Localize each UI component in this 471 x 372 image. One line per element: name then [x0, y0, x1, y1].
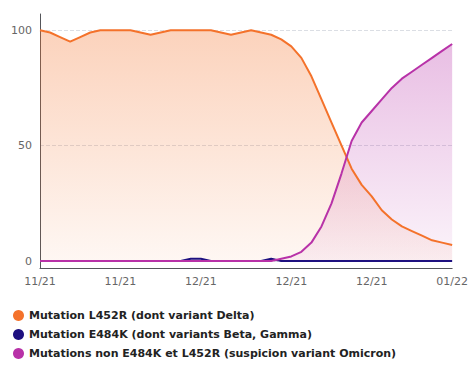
svg-text:11/21: 11/21 [24, 275, 56, 288]
svg-text:Mutations non E484K et L452R (: Mutations non E484K et L452R (suspicion … [29, 347, 396, 360]
svg-text:100: 100 [11, 24, 32, 37]
svg-text:12/21: 12/21 [356, 275, 388, 288]
svg-text:01/22: 01/22 [436, 275, 468, 288]
svg-text:11/21: 11/21 [105, 275, 137, 288]
svg-text:Mutation L452R (dont variant D: Mutation L452R (dont variant Delta) [29, 309, 255, 322]
svg-text:12/21: 12/21 [185, 275, 217, 288]
svg-text:Mutation E484K (dont variants: Mutation E484K (dont variants Beta, Gamm… [29, 328, 312, 341]
svg-text:0: 0 [25, 255, 32, 268]
svg-text:50: 50 [18, 139, 32, 152]
svg-text:12/21: 12/21 [275, 275, 307, 288]
